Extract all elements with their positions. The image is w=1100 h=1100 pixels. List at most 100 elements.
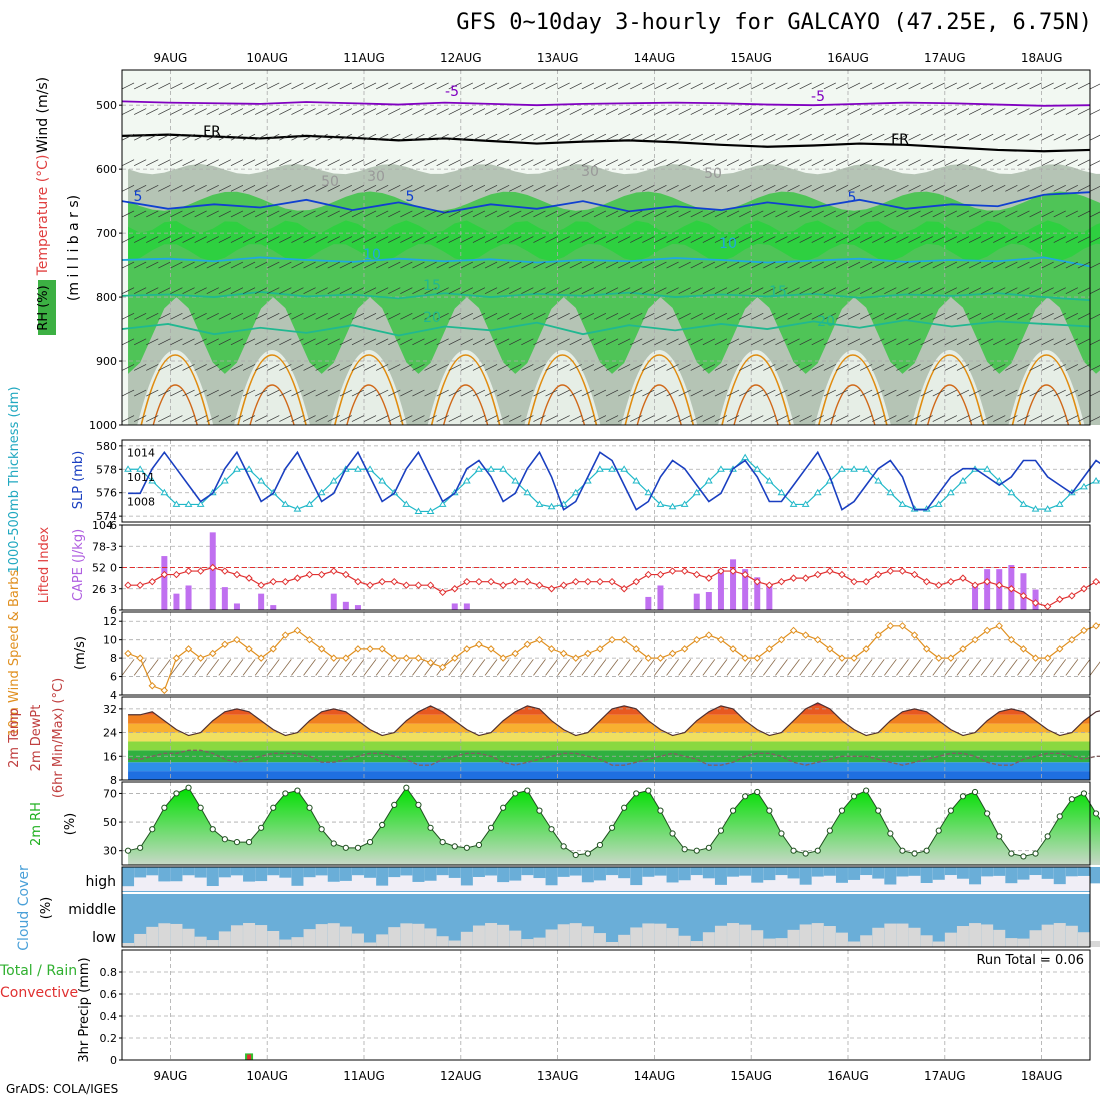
wind-barb xyxy=(339,210,353,218)
wind-barb xyxy=(1065,261,1079,269)
rh-marker xyxy=(1068,796,1075,803)
cape-bar xyxy=(645,596,652,610)
wind-barb xyxy=(763,312,776,320)
wind-barb xyxy=(702,185,716,192)
wind-barb xyxy=(242,338,256,346)
wind-barb xyxy=(799,236,812,243)
wind-speed-marker xyxy=(317,645,326,653)
wind-barb xyxy=(908,236,921,243)
wind-barb xyxy=(690,389,703,397)
wind-barb xyxy=(968,338,982,346)
wind-barb xyxy=(823,389,837,397)
cloud-low-bar xyxy=(351,933,364,947)
precip-convective-side-label: Convective xyxy=(0,985,78,1001)
cloud-low-bar xyxy=(400,923,413,947)
temp2m-side-label: 2m Temp xyxy=(7,708,22,768)
wind-barb xyxy=(581,287,595,294)
wind-barb xyxy=(521,261,534,269)
lifted-index-marker xyxy=(753,577,761,586)
wind-barb xyxy=(436,287,449,294)
lifted-index-marker xyxy=(572,577,580,586)
slp-panel-frame xyxy=(121,439,1091,523)
wind-barb xyxy=(920,236,933,243)
wind-barb xyxy=(714,287,728,294)
wind-barb xyxy=(775,108,788,115)
wind-barb xyxy=(1053,133,1066,141)
cloud-low-bar xyxy=(1041,924,1054,947)
wind-speed-marker xyxy=(826,645,834,653)
lifted-index-marker xyxy=(184,567,193,575)
wind-barb xyxy=(339,185,353,192)
wind-barb xyxy=(400,312,413,320)
wind-speed-marker xyxy=(874,631,882,639)
wind-barb xyxy=(666,389,679,397)
thickness-marker xyxy=(704,477,713,484)
wind-speed-marker xyxy=(814,635,822,644)
wind-barb xyxy=(170,389,183,397)
wind-barb xyxy=(291,82,304,90)
lifted-index-marker xyxy=(765,581,774,589)
wind-barb-10m xyxy=(121,659,135,676)
wind-barb xyxy=(726,364,740,371)
wind-barb xyxy=(521,364,534,371)
rh-tick-label: 70 xyxy=(103,787,117,800)
wind-barb xyxy=(884,312,897,320)
cape-bar xyxy=(657,585,664,610)
cloud-high-bar xyxy=(569,867,582,876)
cape-bar xyxy=(451,603,458,610)
wind-barb-10m xyxy=(642,659,655,676)
wind-barb xyxy=(775,82,788,90)
rh-marker xyxy=(306,804,313,811)
wind-barb xyxy=(908,338,921,346)
rh-marker xyxy=(560,843,567,850)
wind-barb xyxy=(242,210,256,218)
thickness-marker xyxy=(220,477,229,484)
wind-barb xyxy=(206,312,219,320)
wind-barb xyxy=(690,82,703,90)
wind-barb xyxy=(496,287,510,294)
wind-barb xyxy=(121,210,135,218)
wind-barb xyxy=(133,210,147,218)
wind-barb xyxy=(1077,415,1091,422)
wind-barb xyxy=(993,312,1006,320)
wind-barb-10m xyxy=(1017,659,1030,676)
wind-barb xyxy=(1029,108,1042,115)
wind-barb xyxy=(267,133,280,141)
wind-barb xyxy=(1017,185,1030,192)
thickness-marker xyxy=(402,500,411,507)
wind-barb xyxy=(702,82,716,90)
wind-barb xyxy=(254,108,268,115)
wind-barb xyxy=(872,287,885,294)
cape-bar xyxy=(766,585,773,610)
wind-barb xyxy=(593,312,607,320)
wind-barb-10m xyxy=(412,659,425,676)
wind-barb xyxy=(303,389,316,397)
wind-barb xyxy=(920,261,933,269)
wind-barb xyxy=(678,338,691,346)
wind-barb xyxy=(230,210,244,218)
wind-barb xyxy=(315,261,328,269)
lifted-index-marker xyxy=(366,581,374,589)
wind-barb xyxy=(267,108,280,115)
wind-barb xyxy=(194,415,207,422)
lifted-index-marker xyxy=(1031,599,1040,607)
wind-barb xyxy=(654,210,667,218)
wind-barb xyxy=(218,312,232,320)
wind-barb xyxy=(1017,364,1030,371)
cloud-low-bar xyxy=(521,939,534,947)
lifted-index-tick-label: 0 xyxy=(110,562,117,575)
wind-barb xyxy=(1005,108,1018,115)
precip-panel-frame xyxy=(121,949,1091,1061)
wind-barb-10m xyxy=(1005,659,1018,676)
rh-marker xyxy=(1020,853,1027,860)
cloud-high-bar xyxy=(787,867,800,879)
wind-barb xyxy=(654,389,667,397)
wind-barb xyxy=(339,338,353,346)
lifted-index-marker xyxy=(910,570,919,579)
wind-barb xyxy=(363,159,377,167)
wind-barb xyxy=(823,108,837,115)
wind-barb xyxy=(630,415,643,422)
wind-barb xyxy=(1089,237,1100,243)
wind-barb xyxy=(400,364,413,371)
wind-barb xyxy=(1029,210,1042,218)
